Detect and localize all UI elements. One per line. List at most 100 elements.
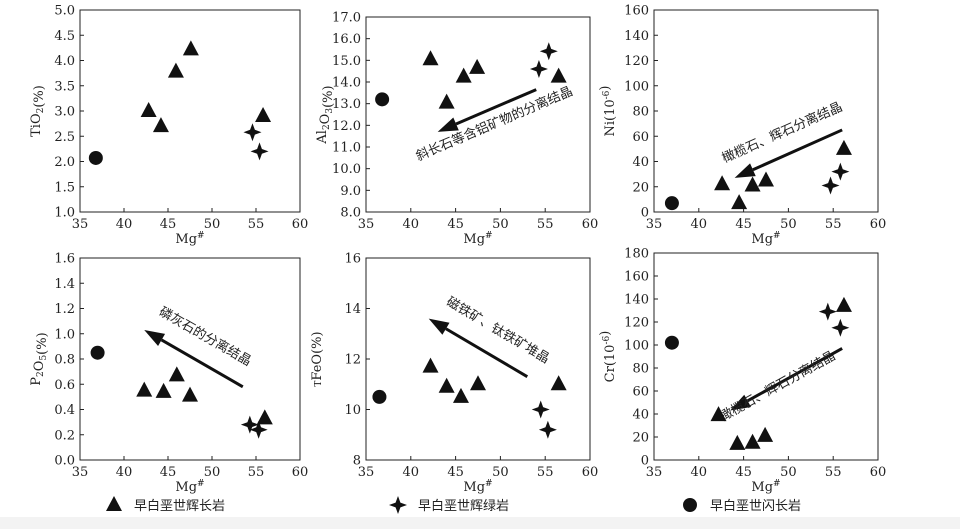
y-tick-label: 0.8 [54,353,75,368]
y-tick-label: 160 [624,270,649,285]
chart-tfeo: 35 40 45 50 55 60 8 10 12 14 16 Mg# TFeO(%) 磁铁矿、钛铁矿堆晶 [310,252,598,496]
y-tick-label: 2.0 [54,155,75,170]
data-point-circle [88,150,103,165]
y-tick-label: 16 [344,252,361,267]
plot-frame [653,252,879,461]
x-tick-label: 45 [735,465,752,480]
data-point-triangle [422,357,439,373]
x-axis-label: Mg# [463,479,492,495]
data-point-triangle [438,377,455,393]
x-tick-label: 45 [160,465,177,480]
chart-tio2: 35 40 45 50 55 60 1.0 1.5 2.0 2.5 3.0 3.5 4.0 4.5 5.0 M… [29,4,308,248]
chart-p2o5: 35 40 45 50 55 60 0.0 0.2 0.4 0.6 0.8 1.0 1.2 1.4 1.6 M… [29,252,308,496]
y-tick-label: 140 [624,293,649,308]
chart-ni: 35 40 45 50 55 60 0 20 40 60 80 100 120 140 160 Mg# Ni(1… [598,4,886,248]
fractionation-arrow-shaft [160,338,244,389]
data-point-star [531,400,550,419]
y-tick-label: 1.0 [54,327,75,342]
data-point-triangle [155,382,172,398]
y-axis-label: Al2O3(%) [315,85,336,144]
fractionation-arrow-shaft [445,327,529,378]
y-tick-label: 12 [344,353,361,368]
y-tick-label: 0.2 [54,428,75,443]
x-tick-label: 45 [447,465,464,480]
data-point-triangle [744,176,761,192]
data-point-triangle [744,433,761,449]
x-tick-label: 50 [204,465,221,480]
data-point-circle [372,389,387,404]
fractionation-arrow-shaft [746,347,843,403]
y-tick-label: 9.0 [340,184,361,199]
x-tick-label: 45 [160,217,177,232]
x-tick-label: 40 [403,465,420,480]
x-tick-label: 35 [72,217,89,232]
y-axis-label: TFeO(%) [310,331,325,386]
y-tick-label: 17.0 [332,11,361,26]
y-tick-label: 1.6 [54,252,75,267]
y-tick-label: 140 [624,29,649,44]
data-point-triangle [835,139,852,155]
y-tick-label: 3.5 [54,79,75,94]
y-axis-label: TiO2(%) [29,85,47,137]
data-point-star [821,176,840,195]
y-tick-label: 160 [624,4,649,19]
x-tick-label: 35 [358,217,375,232]
legend-item: 早白垩世闪长岩 [683,498,801,514]
y-tick-label: 180 [624,247,649,262]
y-tick-label: 0.6 [54,378,75,393]
data-point-triangle [422,50,439,66]
data-point-star [240,415,259,434]
y-tick-label: 4.0 [54,54,75,69]
data-point-triangle [182,386,198,402]
y-tick-label: 120 [624,54,649,69]
data-point-triangle [152,117,169,133]
data-point-star [818,302,837,321]
data-point-star [831,318,850,337]
data-point-triangle [256,409,273,425]
x-tick-label: 35 [72,465,89,480]
y-tick-label: 10.0 [332,162,361,177]
y-tick-label: 1.0 [54,206,75,221]
fractionation-arrow-head [428,318,450,335]
data-point-triangle [136,381,153,397]
x-axis-label: Mg# [751,479,780,495]
chart-cr: 35 40 45 50 55 60 0 20 40 60 80 100 120 140 160 180 Mg# C… [598,247,886,496]
x-tick-label: 50 [780,465,797,480]
data-point-triangle [255,107,272,123]
data-point-triangle [729,434,746,450]
plot-frame [79,9,301,213]
data-point-circle [664,335,679,350]
data-point-triangle [469,58,486,74]
data-point-triangle [835,296,852,312]
y-tick-label: 5.0 [54,4,75,19]
x-tick-label: 60 [292,465,309,480]
y-tick-label: 100 [624,339,649,354]
data-point-triangle [710,406,727,422]
data-point-circle [664,196,679,211]
x-tick-label: 40 [116,465,133,480]
x-tick-label: 60 [582,465,599,480]
y-tick-label: 14 [344,302,361,317]
plot-frame [365,16,591,213]
x-tick-label: 40 [691,217,708,232]
y-tick-label: 12.0 [332,119,361,134]
fractionation-arrow-head [437,117,459,132]
data-point-triangle [470,375,486,391]
x-tick-label: 40 [691,465,708,480]
x-tick-label: 55 [537,217,554,232]
y-tick-label: 60 [632,385,649,400]
legend-marker-circle [683,498,697,512]
legend-item: 早白垩世辉长岩 [106,496,225,514]
fractionation-arrow-shaft [455,88,537,126]
x-tick-label: 45 [735,217,752,232]
y-tick-label: 15.0 [332,54,361,69]
y-tick-label: 13.0 [332,97,361,112]
data-point-star [250,142,269,161]
y-tick-label: 3.0 [54,105,75,120]
data-point-triangle [714,175,731,191]
data-point-triangle [168,366,185,382]
x-tick-label: 60 [292,217,309,232]
fractionation-label: 磷灰石的分离结晶 [156,304,254,370]
data-point-circle [375,92,390,107]
